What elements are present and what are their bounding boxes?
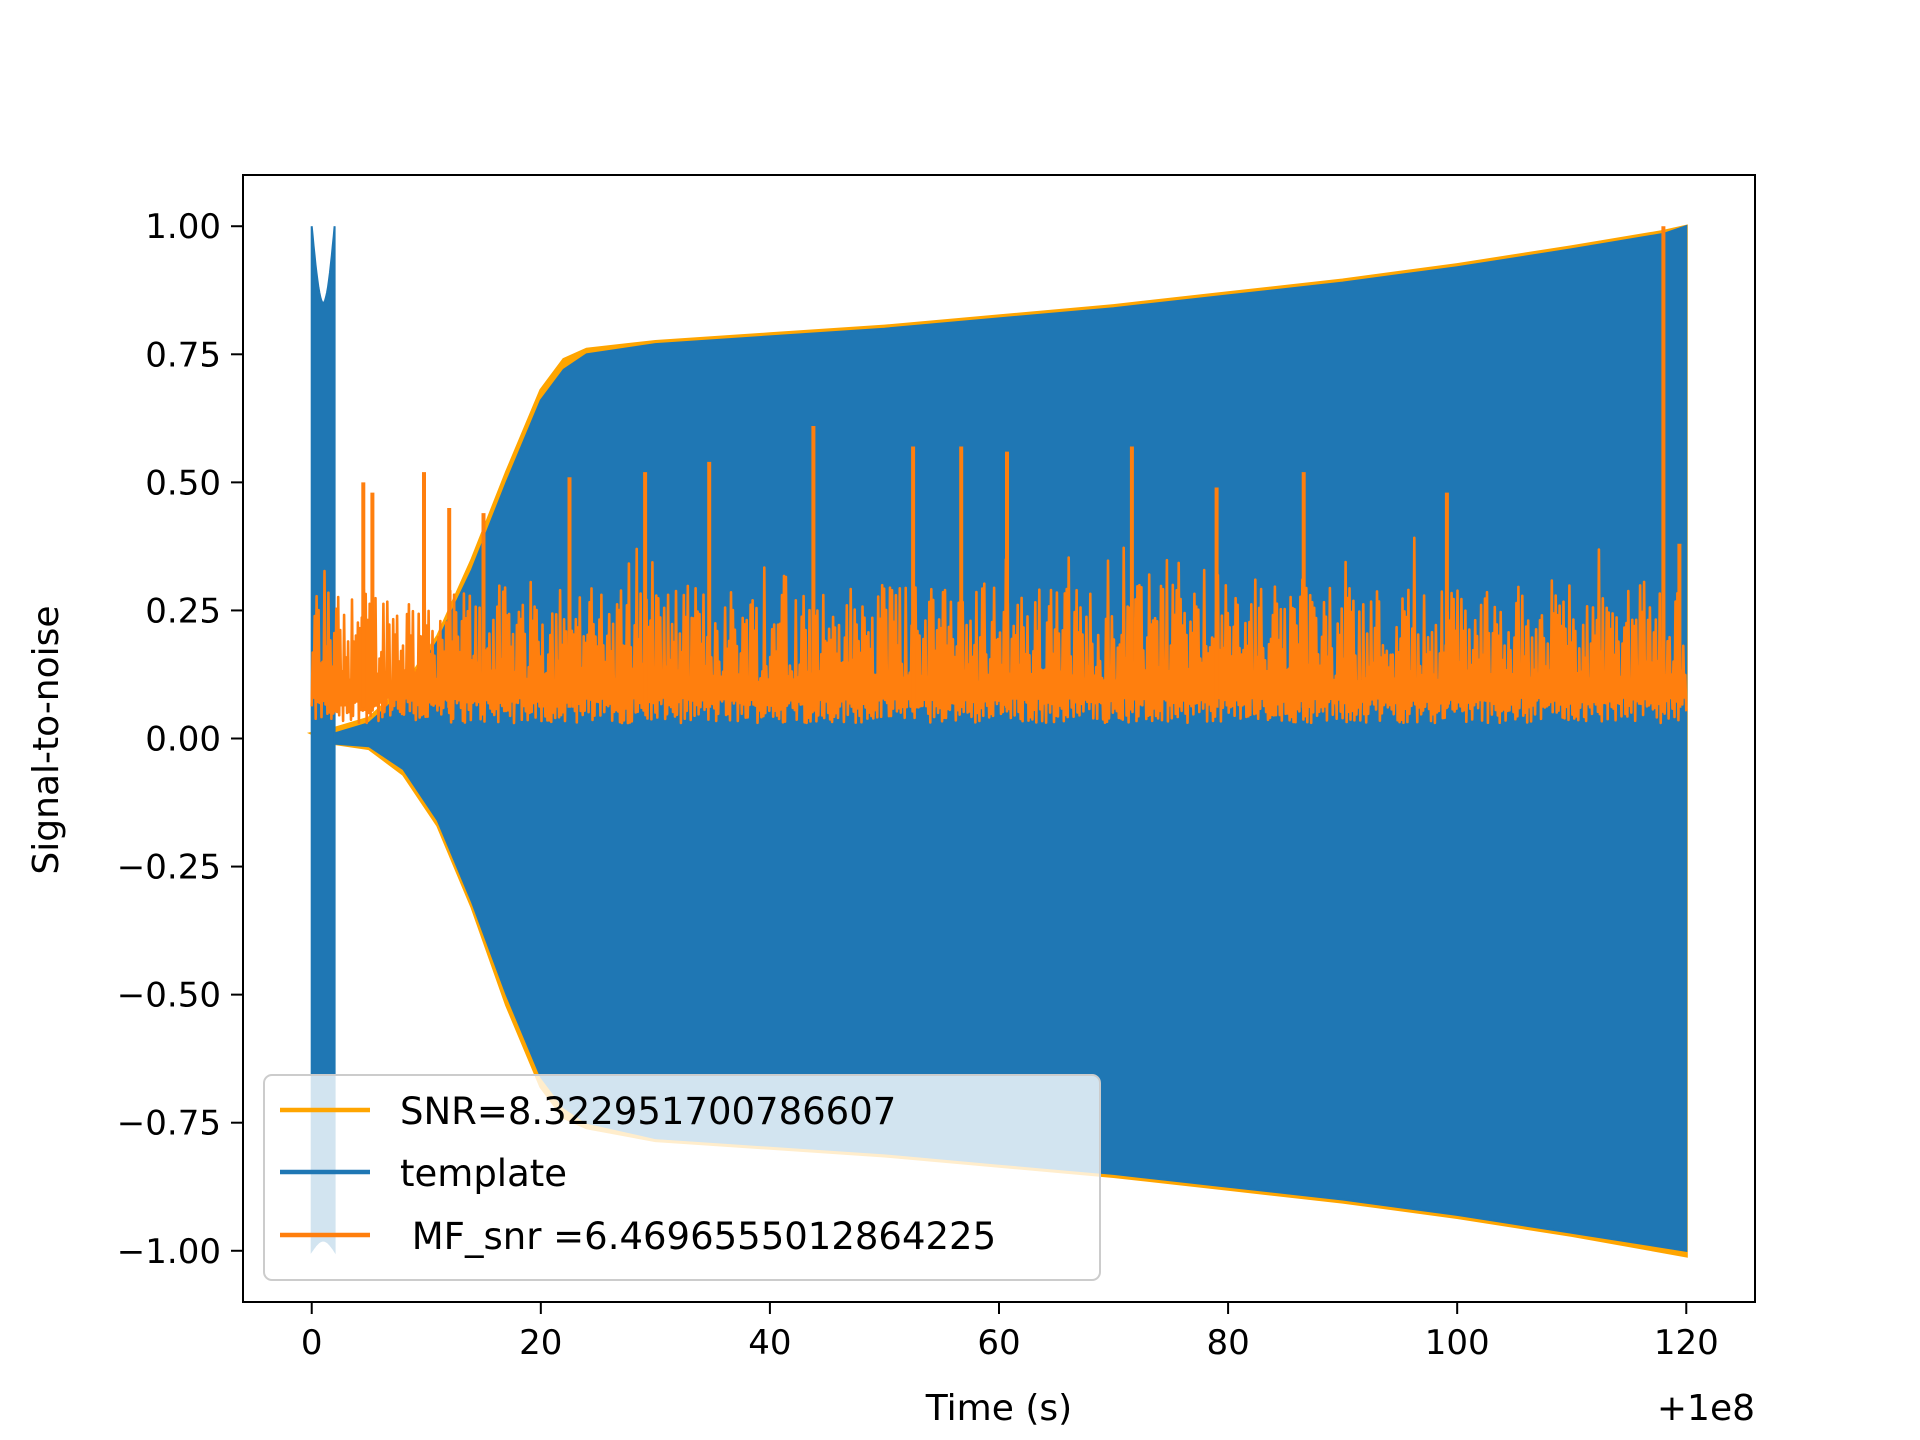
series-template-envelope bbox=[311, 224, 1688, 1252]
y-axis: 1.00 0.75 0.50 0.25 0.00 −0.25 −0.50 −0.75 −1.00 bbox=[117, 207, 243, 1272]
x-axis: 0 20 40 60 80 100 120 bbox=[301, 1302, 1719, 1363]
y-tick-label: −0.25 bbox=[117, 848, 221, 888]
y-tick-label: −1.00 bbox=[117, 1232, 221, 1272]
x-tick-label: 40 bbox=[748, 1323, 791, 1363]
x-tick-label: 0 bbox=[301, 1323, 323, 1363]
legend: SNR=8.322951700786607 template MF_snr =6… bbox=[263, 1074, 1101, 1281]
y-tick-label: −0.75 bbox=[117, 1104, 221, 1144]
y-tick-label: 0.50 bbox=[145, 463, 221, 503]
x-tick-label: 80 bbox=[1206, 1323, 1249, 1363]
legend-label-template: template bbox=[400, 1152, 567, 1195]
y-tick-label: 0.25 bbox=[145, 591, 221, 631]
y-tick-label: 1.00 bbox=[145, 207, 221, 247]
x-tick-label: 100 bbox=[1425, 1323, 1490, 1363]
y-axis-label: Signal-to-noise bbox=[26, 605, 67, 874]
x-tick-label: 20 bbox=[519, 1323, 562, 1363]
series-mf-snr-line bbox=[310, 536, 1688, 725]
x-offset-label: +1e8 bbox=[1657, 1388, 1755, 1429]
legend-frame bbox=[263, 1074, 1101, 1281]
series-layer bbox=[306, 224, 1688, 1258]
y-tick-label: 0.75 bbox=[145, 335, 221, 375]
x-axis-label: Time (s) bbox=[925, 1388, 1072, 1429]
x-tick-label: 60 bbox=[977, 1323, 1020, 1363]
legend-label-mf-snr: MF_snr =6.4696555012864225 bbox=[400, 1215, 996, 1258]
legend-label-snr: SNR=8.322951700786607 bbox=[400, 1090, 896, 1133]
x-tick-label: 120 bbox=[1654, 1323, 1719, 1363]
y-tick-label: −0.50 bbox=[117, 976, 221, 1016]
y-tick-label: 0.00 bbox=[145, 720, 221, 760]
